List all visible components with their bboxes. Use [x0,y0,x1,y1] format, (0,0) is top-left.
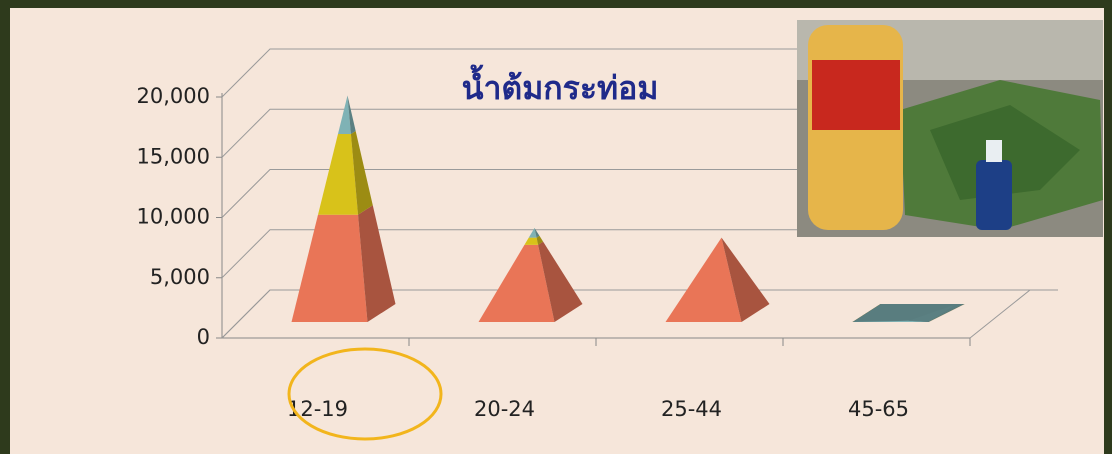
front-face [524,237,539,245]
pyramid-segment [478,241,583,322]
front-face [337,95,351,135]
pyramid-segment [318,130,373,215]
y-tick-label: 15,000 [137,144,210,168]
x-tick-label: 12-19 [287,397,348,421]
front-face [852,320,929,322]
plot: 0 5,000 10,000 15,000 20,000 12-19 20-24 25-44 4… [137,48,1058,421]
grid-line [221,48,1058,98]
y-tick-label: 5,000 [150,265,210,289]
side-face [534,228,540,238]
chart-title: น้ำต้มกระท่อม [462,64,659,107]
highlight-ellipse [287,347,443,441]
pyramid-segment [337,95,356,135]
pyramid-segment [665,237,770,322]
front-face [528,228,537,238]
front-face [318,134,359,215]
photo [797,20,1103,237]
y-tick-label: 0 [197,325,210,349]
x-tick-label: 45-65 [848,397,909,421]
side-face [721,237,770,322]
pyramid-segment [291,205,396,322]
plate [852,304,965,322]
x-tick-label: 20-24 [474,397,535,421]
y-tick-label: 20,000 [137,84,210,108]
pyramid-segment [528,228,540,238]
pyramid-segment [852,304,965,322]
grid-line [221,169,1058,218]
side-face [350,130,373,215]
side-face [908,304,957,322]
side-face [347,95,356,135]
side-face [358,205,396,322]
front-face [291,214,368,322]
side-face [536,235,544,245]
front-face [478,244,555,322]
front-face [665,237,742,322]
grid-line [221,289,1058,339]
x-tick-label: 25-44 [661,397,722,421]
y-tick-label: 10,000 [137,205,210,229]
side-face [538,241,583,322]
grid-line [221,108,1058,158]
grid-line [221,229,1058,279]
pyramid-segment [524,235,544,245]
